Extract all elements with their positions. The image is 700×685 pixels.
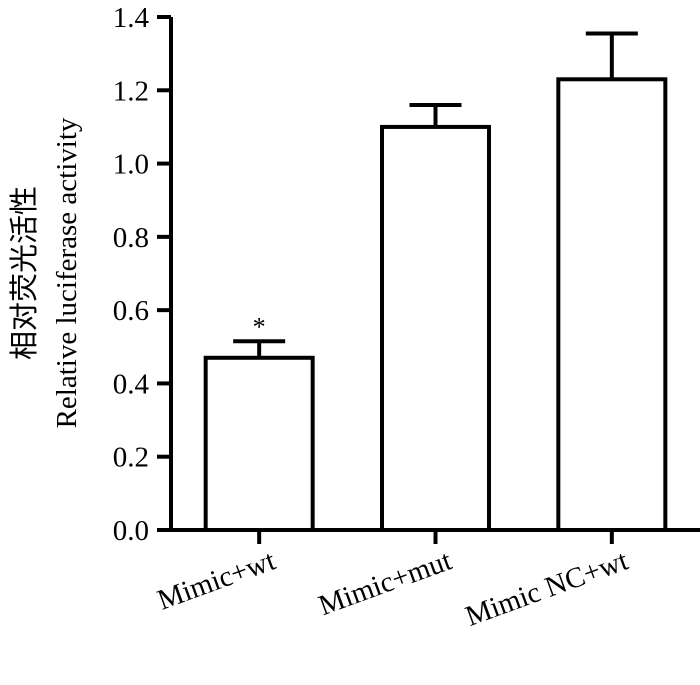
- y-axis-label: Relative luciferase activity: [51, 117, 83, 428]
- x-tick-label: Mimic+wt: [153, 545, 279, 617]
- bars: *: [203, 31, 668, 544]
- y-ticks: 0.0 0.2 0.4 0.6 0.8 1.0 1.2 1.4: [113, 2, 171, 547]
- bar: [380, 124, 491, 533]
- y-tick-label: 0.0: [113, 515, 149, 547]
- significance-marker: *: [253, 312, 266, 341]
- y-tick-label: 0.6: [113, 295, 149, 327]
- y-axis-title: 相对荧光活性 Relative luciferase activity: [7, 117, 83, 428]
- y-tick-label: 0.4: [113, 368, 150, 400]
- x-tick-label: Mimic NC+wt: [461, 545, 632, 633]
- y-tick-label: 0.2: [113, 442, 149, 474]
- y-axis-label-chinese: 相对荧光活性: [7, 186, 41, 360]
- x-tick-labels: Mimic+wt Mimic+mut Mimic NC+wt: [153, 545, 632, 633]
- y-tick-label: 1.4: [113, 2, 150, 34]
- bar: [556, 77, 668, 533]
- y-tick-label: 0.8: [113, 222, 149, 254]
- y-tick-label: 1.0: [113, 149, 149, 181]
- y-tick-label: 1.2: [113, 75, 149, 107]
- bar: [203, 355, 315, 532]
- x-tick-label: Mimic+mut: [315, 545, 456, 623]
